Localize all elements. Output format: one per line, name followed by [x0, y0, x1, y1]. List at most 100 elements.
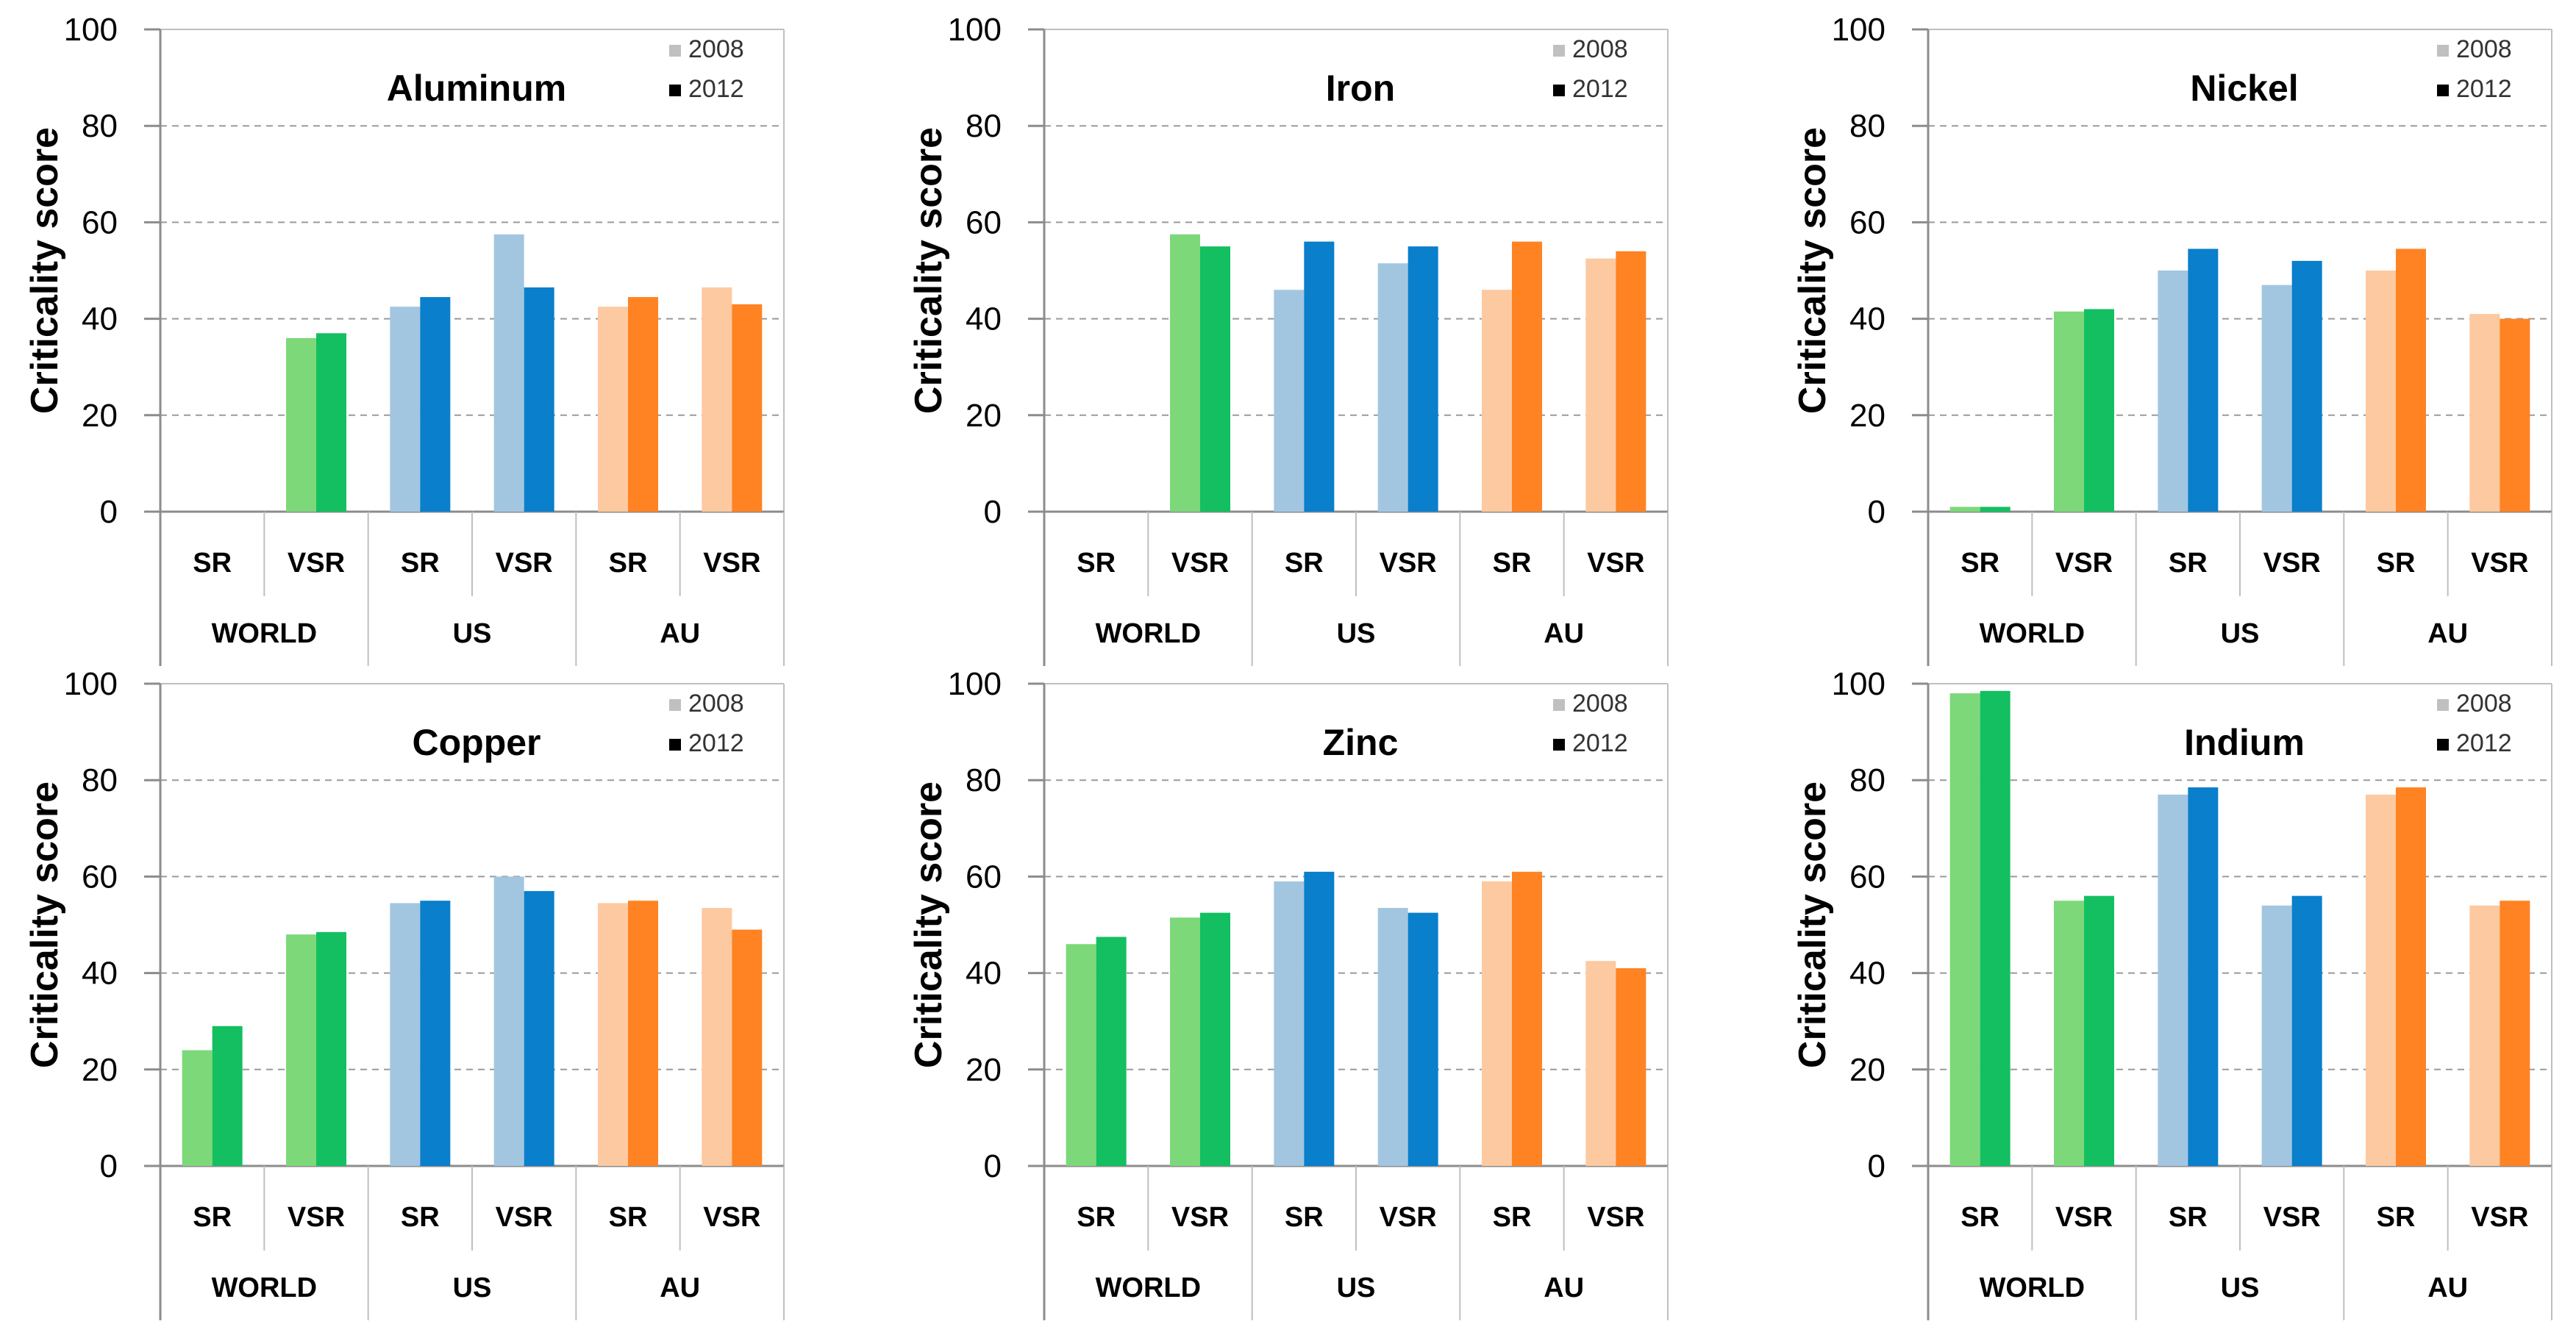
- category-label: VSR: [1587, 1202, 1644, 1233]
- chart-title: Zinc: [1323, 722, 1399, 763]
- y-axis-label: Criticality score: [1791, 781, 1834, 1068]
- bar-world-sr-2012: [212, 1026, 243, 1166]
- group-label: AU: [2427, 1273, 2468, 1303]
- legend-label: 2012: [2456, 729, 2512, 757]
- bar-au-sr-2008: [598, 307, 628, 512]
- bar-world-vsr-2012: [1200, 246, 1230, 512]
- y-axis-label: Criticality score: [1791, 127, 1834, 414]
- bar-world-sr-2012: [1980, 507, 2011, 512]
- bar-us-sr-2008: [390, 903, 421, 1166]
- category-label: VSR: [703, 1202, 760, 1233]
- bar-us-vsr-2008: [493, 234, 524, 512]
- bar-world-vsr-2012: [316, 333, 346, 512]
- y-tick-label: 0: [100, 494, 118, 530]
- legend-label: 2012: [1572, 75, 1628, 103]
- bar-us-sr-2012: [2188, 787, 2219, 1166]
- legend-label: 2008: [1572, 35, 1628, 63]
- bar-au-sr-2008: [1482, 881, 1512, 1166]
- bar-au-vsr-2012: [2500, 901, 2530, 1166]
- legend-label: 2008: [688, 690, 744, 718]
- bar-au-vsr-2008: [1585, 258, 1616, 512]
- chart-title: Aluminum: [387, 68, 566, 109]
- legend-swatch-2012: [1553, 739, 1565, 751]
- bar-world-sr-2012: [1096, 937, 1127, 1166]
- bar-us-vsr-2012: [2291, 895, 2322, 1166]
- category-label: VSR: [1171, 548, 1229, 579]
- group-label: WORLD: [212, 618, 318, 649]
- chart-title: Nickel: [2190, 68, 2298, 109]
- legend-swatch-2012: [2437, 739, 2449, 751]
- y-tick-label: 80: [1849, 108, 1885, 144]
- category-label: SR: [2377, 548, 2416, 579]
- y-tick-label: 60: [1849, 859, 1885, 895]
- bar-au-vsr-2008: [702, 908, 732, 1166]
- legend-swatch-2012: [669, 85, 681, 96]
- y-tick-label: 100: [1832, 12, 1885, 48]
- bar-us-vsr-2012: [524, 287, 554, 512]
- bar-world-vsr-2008: [2054, 901, 2084, 1166]
- y-tick-label: 0: [1868, 1148, 1885, 1184]
- category-label: VSR: [1380, 1202, 1437, 1233]
- category-label: SR: [609, 548, 648, 579]
- legend-swatch-2012: [1553, 85, 1565, 96]
- category-label: SR: [609, 1202, 648, 1233]
- bar-us-sr-2008: [2158, 271, 2188, 512]
- bar-us-vsr-2008: [2261, 285, 2292, 512]
- y-tick-label: 100: [1832, 666, 1885, 702]
- bar-us-vsr-2012: [1407, 246, 1438, 512]
- bar-au-vsr-2012: [1616, 251, 1646, 512]
- category-label: SR: [2169, 1202, 2208, 1233]
- bar-us-vsr-2012: [1407, 912, 1438, 1166]
- chart-panel-zinc: Criticality score 0 20 40 60 80 100 SR VSR SR VSR S…: [907, 666, 1669, 1320]
- y-axis-label: Criticality score: [907, 127, 950, 414]
- bar-world-vsr-2012: [1200, 912, 1230, 1166]
- group-label: AU: [2427, 618, 2468, 649]
- y-axis-label: Criticality score: [24, 781, 66, 1068]
- y-tick-label: 60: [1849, 204, 1885, 240]
- category-label: VSR: [2471, 548, 2528, 579]
- y-tick-label: 0: [100, 1148, 118, 1184]
- bar-world-sr-2008: [1949, 693, 1980, 1166]
- bar-us-sr-2008: [1274, 290, 1305, 512]
- bar-au-vsr-2008: [2469, 314, 2500, 512]
- legend-swatch-2008: [669, 45, 681, 57]
- chart-panel-nickel: Criticality score 0 20 40 60 80 100 SR VSR SR VSR S…: [1791, 12, 2552, 666]
- bar-au-sr-2012: [1512, 241, 1542, 512]
- category-label: SR: [2377, 1202, 2416, 1233]
- y-tick-label: 60: [966, 859, 1002, 895]
- bar-us-sr-2008: [390, 307, 421, 512]
- legend-label: 2008: [1572, 690, 1628, 718]
- chart-title: Indium: [2184, 722, 2305, 763]
- y-tick-label: 20: [1849, 1052, 1885, 1088]
- y-tick-label: 60: [966, 204, 1002, 240]
- bar-world-sr-2008: [1949, 507, 1980, 512]
- bar-world-vsr-2008: [2054, 311, 2084, 512]
- bar-world-vsr-2012: [316, 931, 346, 1166]
- y-tick-label: 80: [1849, 762, 1885, 798]
- bar-au-vsr-2008: [702, 287, 732, 512]
- bar-au-vsr-2008: [1585, 961, 1616, 1166]
- y-tick-label: 100: [948, 666, 1002, 702]
- category-label: VSR: [288, 548, 345, 579]
- bar-us-vsr-2008: [2261, 905, 2292, 1166]
- chart-panel-copper: Criticality score 0 20 40 60 80 100 SR VSR SR VSR S…: [24, 666, 785, 1320]
- bar-world-sr-2008: [182, 1050, 213, 1166]
- bar-au-vsr-2008: [2469, 905, 2500, 1166]
- y-tick-label: 40: [82, 301, 118, 337]
- bar-au-vsr-2012: [732, 304, 763, 512]
- bar-us-vsr-2012: [524, 891, 554, 1166]
- bar-world-sr-2008: [1066, 944, 1096, 1166]
- bar-au-sr-2012: [628, 901, 658, 1166]
- legend-label: 2008: [2456, 35, 2512, 63]
- group-label: US: [1337, 1273, 1376, 1303]
- category-label: SR: [1960, 548, 1999, 579]
- category-label: SR: [193, 1202, 232, 1233]
- y-tick-label: 80: [966, 762, 1002, 798]
- bar-us-vsr-2008: [1377, 908, 1408, 1166]
- bar-us-sr-2008: [2158, 794, 2188, 1166]
- category-label: VSR: [703, 548, 760, 579]
- bar-us-sr-2012: [1304, 241, 1335, 512]
- legend-label: 2012: [2456, 75, 2512, 103]
- group-label: US: [453, 618, 492, 649]
- legend-swatch-2008: [1553, 699, 1565, 711]
